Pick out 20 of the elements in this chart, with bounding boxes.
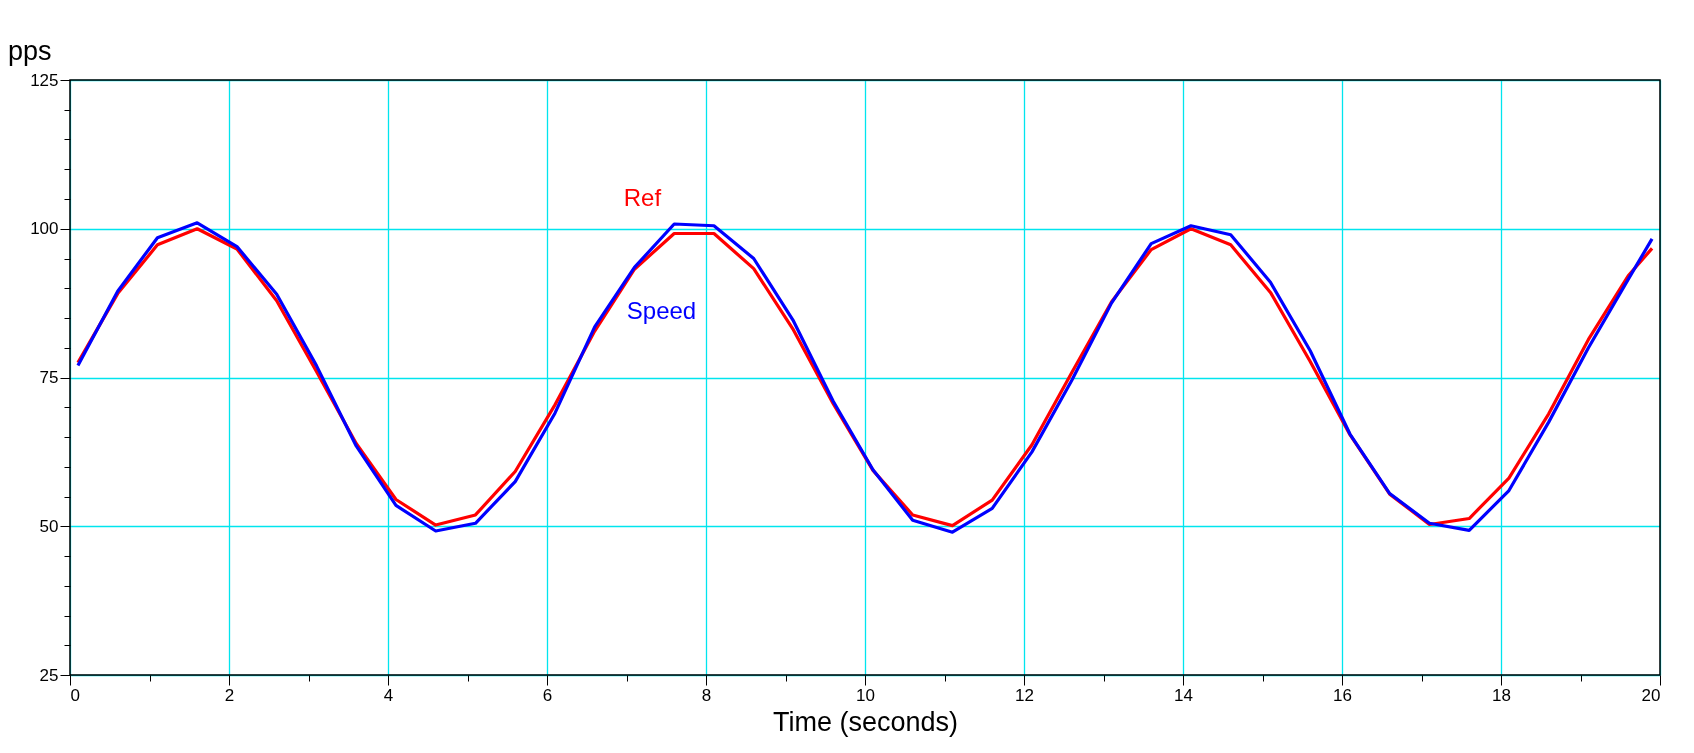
y-tick-label: 125: [30, 70, 59, 90]
x-tick-label: 10: [856, 685, 875, 705]
y-tick-label: 50: [39, 516, 59, 536]
x-tick-label: 18: [1492, 685, 1511, 705]
x-tick-label: 4: [383, 685, 394, 705]
x-tick-label: 0: [70, 685, 80, 705]
y-tick-label: 25: [39, 665, 59, 685]
y-tick-label: 75: [39, 368, 59, 387]
y-axis-title: pps: [8, 36, 52, 66]
x-axis-title: Time (seconds): [772, 706, 959, 737]
series-label: Ref: [623, 184, 662, 211]
y-tick-label: 100: [30, 219, 59, 239]
x-tick-label: 14: [1174, 685, 1193, 705]
x-tick-label: 20: [1641, 685, 1661, 705]
x-tick-label: 2: [224, 685, 235, 705]
x-tick-label: 16: [1333, 685, 1352, 705]
series-label: Speed: [626, 297, 697, 325]
x-tick-label: 8: [701, 685, 712, 705]
x-tick-label: 12: [1015, 685, 1034, 705]
x-tick-label: 6: [542, 685, 553, 705]
